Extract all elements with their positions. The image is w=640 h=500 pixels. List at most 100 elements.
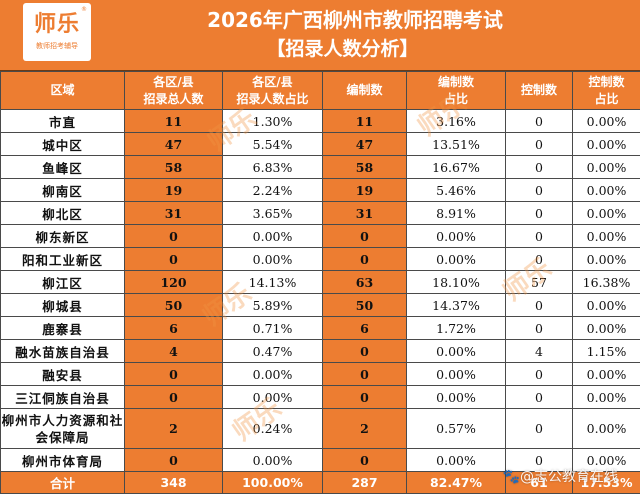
cell-bianzhi-pct: 5.46% [406,178,506,202]
column-header-total: 各区/县 招录总人数 [124,71,223,110]
cell-bianzhi-pct: 0.00% [406,247,506,271]
logo-subtitle: 教师招考辅导 [36,42,78,50]
cell-total: 0 [124,448,223,472]
cell-total-pct: 1.30% [222,109,323,133]
cell-total: 0 [124,247,223,271]
cell-kongzhi: 0 [505,408,573,449]
cell-kongzhi-pct: 16.38% [572,270,640,294]
cell-bianzhi-pct: 3.16% [406,109,506,133]
cell-kongzhi-pct: 0.00% [572,155,640,179]
cell-total-pct: 0.00% [222,362,323,386]
cell-region: 阳和工业新区 [0,247,125,271]
logo-text: 师乐 [33,12,80,37]
table-row: 鱼峰区 58 6.83% 58 16.67% 0 0.00% [0,155,640,179]
total-label: 合计 [0,471,125,494]
cell-bianzhi-pct: 16.67% [406,155,506,179]
cell-total-pct: 0.24% [222,408,323,449]
cell-kongzhi-pct: 0.00% [572,408,640,449]
cell-kongzhi: 0 [505,362,573,386]
page-subtitle: 【招录人数分析】 [266,38,419,60]
recruitment-table: 区域 各区/县 招录总人数 各区/县 招录人数占比 编制数 编制数 占比 控制数 控制… [0,71,640,494]
cell-region: 三江侗族自治县 [0,385,125,409]
cell-region: 柳州市体育局 [0,448,125,472]
cell-bianzhi: 63 [322,270,407,294]
cell-total-pct: 0.00% [222,448,323,472]
cell-total: 120 [124,270,223,294]
cell-region: 鹿寨县 [0,316,125,340]
cell-bianzhi: 58 [322,155,407,179]
registered-mark-icon: ® [81,6,87,13]
table-row: 柳东新区 0 0.00% 0 0.00% 0 0.00% [0,224,640,248]
title-banner: 师乐 教师招考辅导 ® 2026年广西柳州市教师招聘考试 【招录人数分析】 [0,0,640,71]
cell-kongzhi-pct: 0.00% [572,178,640,202]
cell-bianzhi: 0 [322,339,407,363]
cell-total-pct: 14.13% [222,270,323,294]
cell-kongzhi-pct: 0.00% [572,362,640,386]
cell-bianzhi-pct: 18.10% [406,270,506,294]
cell-total: 0 [124,362,223,386]
cell-bianzhi-pct: 0.00% [406,224,506,248]
table-row: 三江侗族自治县 0 0.00% 0 0.00% 0 0.00% [0,385,640,409]
cell-total-pct: 6.83% [222,155,323,179]
cell-bianzhi: 0 [322,448,407,472]
table-row: 融安县 0 0.00% 0 0.00% 0 0.00% [0,362,640,386]
total-bianzhi: 287 [322,471,407,494]
cell-kongzhi: 0 [505,224,573,248]
cell-bianzhi-pct: 0.00% [406,339,506,363]
cell-bianzhi: 47 [322,132,407,156]
cell-total: 2 [124,408,223,449]
cell-bianzhi: 6 [322,316,407,340]
cell-bianzhi: 0 [322,362,407,386]
cell-bianzhi-pct: 0.00% [406,362,506,386]
cell-total: 4 [124,339,223,363]
cell-kongzhi: 0 [505,316,573,340]
cell-kongzhi-pct: 0.00% [572,293,640,317]
cell-total-pct: 5.54% [222,132,323,156]
cell-kongzhi-pct: 0.00% [572,247,640,271]
cell-region: 城中区 [0,132,125,156]
table-row: 鹿寨县 6 0.71% 6 1.72% 0 0.00% [0,316,640,340]
cell-kongzhi-pct: 0.00% [572,109,640,133]
cell-bianzhi: 19 [322,178,407,202]
table-row: 柳江区 120 14.13% 63 18.10% 57 16.38% [0,270,640,294]
cell-kongzhi-pct: 0.00% [572,201,640,225]
cell-kongzhi-pct: 0.00% [572,132,640,156]
cell-region: 鱼峰区 [0,155,125,179]
cell-region: 柳城县 [0,293,125,317]
total-row: 合计 348 100.00% 287 82.47% 61 17.53% [0,471,640,494]
cell-total: 31 [124,201,223,225]
cell-region: 融水苗族自治县 [0,339,125,363]
cell-total: 19 [124,178,223,202]
cell-kongzhi-pct: 0.00% [572,224,640,248]
cell-bianzhi: 11 [322,109,407,133]
cell-region: 柳州市人力资源和社 会保障局 [0,408,125,449]
cell-total-pct: 3.65% [222,201,323,225]
cell-kongzhi: 0 [505,109,573,133]
cell-bianzhi: 0 [322,224,407,248]
cell-total: 50 [124,293,223,317]
cell-kongzhi: 0 [505,247,573,271]
table-row: 市直 11 1.30% 11 3.16% 0 0.00% [0,109,640,133]
cell-total-pct: 0.00% [222,247,323,271]
page-title: 2026年广西柳州市教师招聘考试 [207,8,503,32]
table-row: 柳州市人力资源和社 会保障局 2 0.24% 2 0.57% 0 0.00% [0,408,640,449]
cell-bianzhi-pct: 8.91% [406,201,506,225]
cell-bianzhi: 50 [322,293,407,317]
cell-total: 58 [124,155,223,179]
cell-total: 0 [124,224,223,248]
cell-kongzhi-pct: 1.15% [572,339,640,363]
column-header-bianzhi: 编制数 [322,71,407,110]
cell-bianzhi-pct: 0.00% [406,448,506,472]
cell-kongzhi: 4 [505,339,573,363]
cell-bianzhi-pct: 0.00% [406,385,506,409]
cell-bianzhi: 2 [322,408,407,449]
cell-kongzhi: 0 [505,132,573,156]
cell-bianzhi: 0 [322,247,407,271]
table-row: 柳州市体育局 0 0.00% 0 0.00% 0 0.00% [0,448,640,472]
cell-bianzhi-pct: 0.57% [406,408,506,449]
cell-kongzhi: 0 [505,201,573,225]
total-recruits-pct: 100.00% [222,471,323,494]
total-kongzhi: 61 [505,471,573,494]
table-row: 城中区 47 5.54% 47 13.51% 0 0.00% [0,132,640,156]
cell-kongzhi: 0 [505,155,573,179]
